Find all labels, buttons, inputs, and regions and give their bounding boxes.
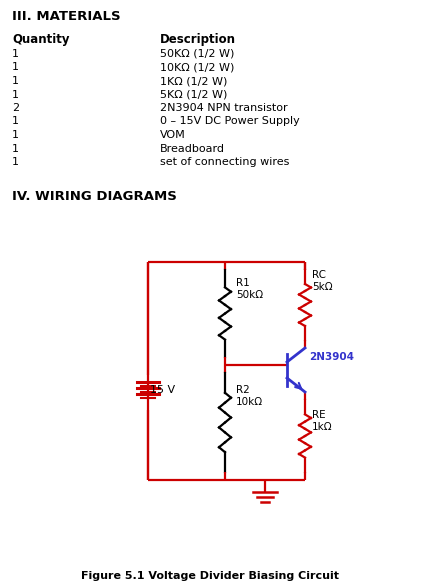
Text: Description: Description [160,33,236,46]
Text: RC
5kΩ: RC 5kΩ [312,270,333,292]
Text: 2N3904: 2N3904 [309,352,354,362]
Text: Quantity: Quantity [12,33,69,46]
Text: 1: 1 [12,117,19,127]
Text: 0 – 15V DC Power Supply: 0 – 15V DC Power Supply [160,117,300,127]
Text: Figure 5.1 Voltage Divider Biasing Circuit: Figure 5.1 Voltage Divider Biasing Circu… [81,571,339,581]
Text: 1: 1 [12,49,19,59]
Text: 5KΩ (1/2 W): 5KΩ (1/2 W) [160,89,227,99]
Text: set of connecting wires: set of connecting wires [160,157,289,167]
Text: 1: 1 [12,130,19,140]
Text: Breadboard: Breadboard [160,144,225,153]
Text: R1
50kΩ: R1 50kΩ [236,278,263,300]
Text: 2N3904 NPN transistor: 2N3904 NPN transistor [160,103,288,113]
Text: IV. WIRING DIAGRAMS: IV. WIRING DIAGRAMS [12,190,177,203]
Text: 1: 1 [12,157,19,167]
Text: 1: 1 [12,144,19,153]
Text: 50KΩ (1/2 W): 50KΩ (1/2 W) [160,49,234,59]
Text: 1: 1 [12,76,19,86]
Text: RE
1kΩ: RE 1kΩ [312,410,333,432]
Text: VOM: VOM [160,130,186,140]
Text: 15 V: 15 V [150,385,175,395]
Text: 1: 1 [12,63,19,73]
Text: 10KΩ (1/2 W): 10KΩ (1/2 W) [160,63,234,73]
Text: 1: 1 [12,89,19,99]
Text: 2: 2 [12,103,19,113]
Text: R2
10kΩ: R2 10kΩ [236,385,263,407]
Text: 1KΩ (1/2 W): 1KΩ (1/2 W) [160,76,227,86]
Text: III. MATERIALS: III. MATERIALS [12,10,121,23]
